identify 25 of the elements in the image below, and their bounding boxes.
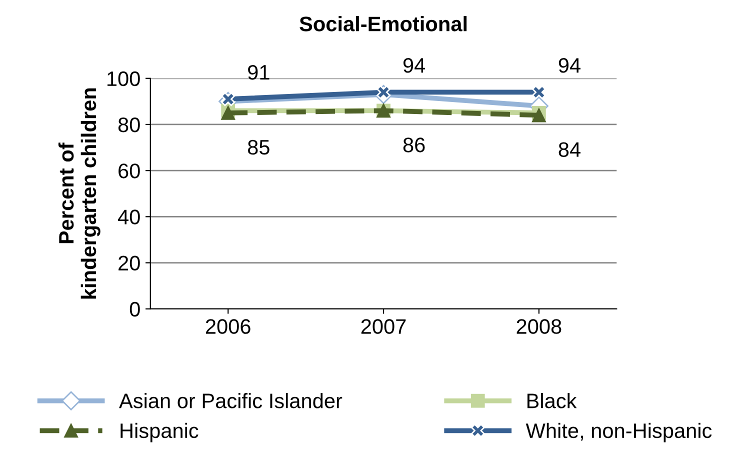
data-label: 94 <box>558 58 580 73</box>
data-label: 84 <box>558 142 580 157</box>
legend-label: Hispanic <box>120 422 198 442</box>
y-tick-label: 20 <box>118 256 140 271</box>
chart-title: Social-Emotional <box>300 16 467 32</box>
y-tick-label: 80 <box>118 117 140 132</box>
data-label: 85 <box>248 140 270 155</box>
x-tick-label: 2007 <box>361 319 406 334</box>
y-tick-label: 60 <box>118 164 140 178</box>
y-tick-label: 40 <box>118 210 140 224</box>
point <box>221 92 236 106</box>
point <box>532 85 546 100</box>
data-label: 86 <box>403 138 425 152</box>
y-tick-label: 0 <box>130 302 140 317</box>
x-tick-label: 2006 <box>206 319 250 334</box>
x-tick-label: 2008 <box>516 319 562 334</box>
data-label: 91 <box>248 64 270 80</box>
legend-label: Asian or Pacific Islander <box>119 392 342 408</box>
point <box>221 106 236 120</box>
legend-label: Black <box>527 392 577 408</box>
y-axis-title: Percent of kindergarten children <box>58 88 100 299</box>
point <box>532 108 546 122</box>
legend-label: White, non-Hispanic <box>526 422 712 442</box>
y-tick-label: 100 <box>108 71 140 86</box>
data-label: 94 <box>403 58 426 73</box>
